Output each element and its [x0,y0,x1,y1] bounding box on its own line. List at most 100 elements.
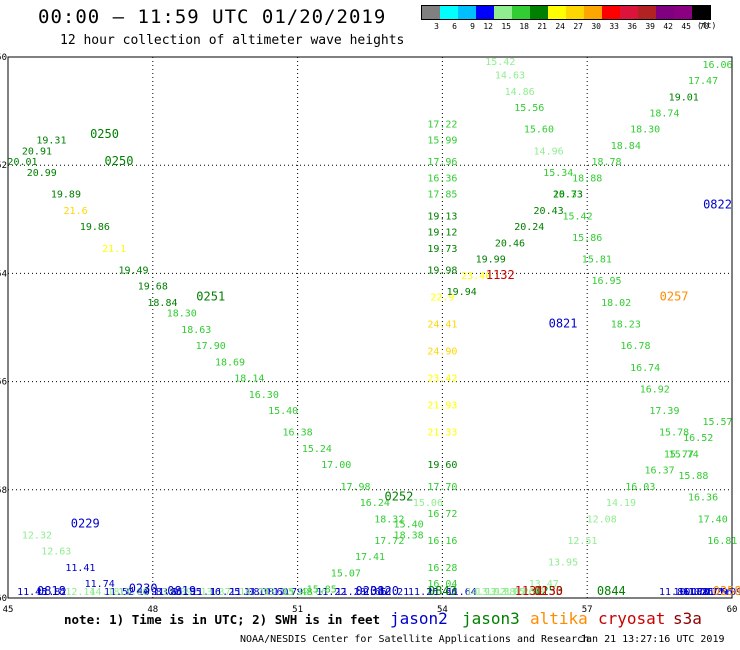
data-point-label: 11.26 [683,587,713,598]
legend-swatch [638,6,656,19]
legend-unit: (ft) [697,21,717,30]
data-point-label: 11.09 [712,587,740,598]
data-point-label: 19.94 [447,287,477,298]
data-point-label: 16.72 [427,509,457,520]
data-point-label: 14.79 [239,587,269,598]
data-point-label: 23.42 [427,374,457,385]
x-tick-label: 51 [292,605,303,615]
legend-swatch [530,6,548,19]
data-point-label: 19.89 [51,190,81,201]
y-tick-label: -50 [0,53,7,63]
data-point-label: 14.18 [89,587,119,598]
legend-swatch [692,6,710,19]
data-point-label: 11.22 [316,587,346,598]
data-point-label: 16.28 [427,563,457,574]
data-point-label: 16.92 [640,384,670,395]
chart-title: 00:00 – 11:59 UTC 01/20/2019 [38,6,387,28]
data-point-label: 10.17 [674,587,704,598]
data-point-label: 19.60 [427,460,457,471]
data-point-label: 19.99 [476,255,506,266]
data-point-label: 11.66 [427,587,457,598]
legend-swatches [421,5,711,20]
satellite-label-jason3: jason3 [462,609,520,628]
data-point-label: 20.73 [553,190,583,201]
data-point-label: 15.57 [702,417,732,428]
legend-label: 36 [627,22,637,31]
data-point-label: 16.81 [707,536,737,547]
data-point-label: 11.79 [273,587,303,598]
data-point-label: 15.40 [394,520,424,531]
data-point-label: 10.83 [138,587,168,598]
data-point-label: 11.85 [172,587,202,598]
data-point-label: 12.08 [587,514,617,525]
data-point-label: 14.96 [534,146,564,157]
data-point-label: 15.74 [669,449,699,460]
data-point-label: 17.96 [427,157,457,168]
data-point-label: 19.49 [118,265,148,276]
data-point-label: 23.40 [461,271,491,282]
legend-label: 45 [681,22,691,31]
track-time-label: 1132 [486,268,515,282]
data-point-label: 16.36 [688,493,718,504]
data-point-label: 15.88 [678,471,708,482]
track-time-label: 1131 [515,584,544,598]
legend-swatch [476,6,494,19]
legend-label: 33 [609,22,619,31]
data-point-label: 13.47 [529,579,559,590]
data-point-label: 15.42 [562,211,592,222]
track-time-label: 0253 [534,584,563,598]
data-point-label: 10.29 [698,587,728,598]
data-point-label: 18.38 [394,530,424,541]
legend-swatch [494,6,512,19]
data-point-label: 13.60 [118,587,148,598]
legend-labels: 3 6 9 12 15 18 21 24 27 30 33 36 39 42 45 70 [421,22,711,31]
track-time-label: 0229 [71,517,100,531]
legend-label: 39 [645,22,655,31]
legend-label: 24 [555,22,565,31]
data-point-label: 18.23 [611,320,641,331]
legend-swatch [422,6,440,19]
data-point-label: 9.65 [363,587,387,598]
data-point-label: 19.13 [427,211,457,222]
data-point-label: 11.20 [336,587,366,598]
legend-label: 18 [519,22,529,31]
data-point-label: 12.50 [514,587,544,598]
data-point-label: 16.04 [427,579,457,590]
legend-swatch [440,6,458,19]
track-time-label: 0820 [370,584,399,598]
data-point-label: 15.40 [268,406,298,417]
data-point-label: 11.64 [118,587,148,598]
legend-swatch [566,6,584,19]
data-point-label: 18.30 [630,125,660,136]
data-point-label: 12.06 [297,587,327,598]
data-point-label: 24.41 [427,320,457,331]
legend-label: 12 [483,22,493,31]
data-point-label: 20.01 [7,157,37,168]
y-tick-label: -54 [0,269,7,279]
data-point-label: 15.48 [283,587,313,598]
data-point-label: 17.90 [196,341,226,352]
satellite-label-jason2: jason2 [390,609,448,628]
data-point-label: 16.95 [591,276,621,287]
data-point-label: 18.63 [181,325,211,336]
data-point-label: 14.86 [505,87,535,98]
data-point-label: 17.22 [427,119,457,130]
legend-label: 30 [591,22,601,31]
data-point-label: 11.66 [702,587,732,598]
track-time-label: 0843 [428,584,457,598]
data-point-label: 12.38 [485,587,515,598]
legend-swatch [584,6,602,19]
x-tick-label: 54 [437,605,448,615]
data-point-label: 24.90 [427,347,457,358]
data-point-label: 21.1 [102,244,126,255]
legend-label: 42 [663,22,673,31]
data-point-label: 15.85 [307,585,337,596]
data-point-label: 20.99 [27,168,57,179]
track-time-label: 0251 [196,289,225,303]
data-point-label: 12.14 [65,587,95,598]
data-point-label: 11.64 [447,587,477,598]
legend-swatch [512,6,530,19]
data-point-label: 11.25 [210,587,240,598]
track-time-label: 0252 [385,490,414,504]
legend-swatch [656,6,674,19]
